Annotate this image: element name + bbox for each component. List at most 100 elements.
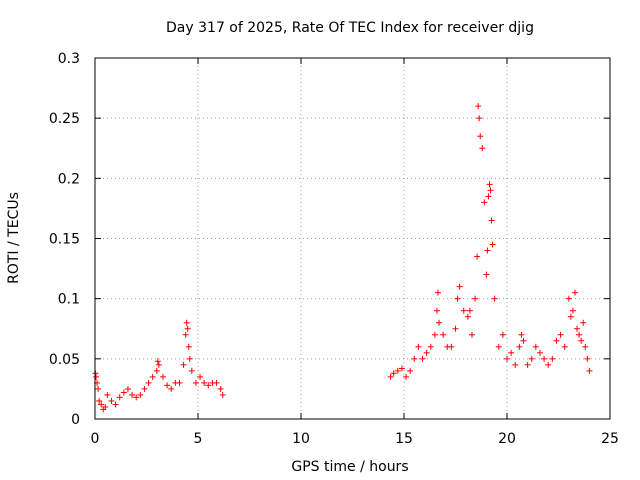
data-point: [149, 373, 156, 380]
data-point: [472, 295, 479, 302]
data-point: [217, 385, 224, 392]
data-point: [219, 391, 226, 398]
data-point: [508, 349, 515, 356]
data-point: [483, 271, 490, 278]
data-point: [180, 361, 187, 368]
x-axis-label: GPS time / hours: [291, 459, 408, 475]
data-point: [553, 337, 560, 344]
data-point: [484, 247, 491, 254]
data-point: [499, 331, 506, 338]
data-point: [192, 379, 199, 386]
data-point: [419, 355, 426, 362]
data-point: [448, 343, 455, 350]
data-point: [197, 373, 204, 380]
y-tick-label: 0.1: [58, 292, 80, 308]
data-point: [491, 295, 498, 302]
data-point: [477, 133, 484, 140]
data-point: [93, 373, 100, 380]
data-point: [520, 337, 527, 344]
data-point: [434, 289, 441, 296]
data-point: [390, 370, 397, 377]
x-tick-label: 0: [91, 431, 100, 447]
data-point: [433, 307, 440, 314]
data-point: [504, 355, 510, 362]
data-point: [141, 385, 148, 392]
data-point: [159, 373, 166, 380]
data-point: [155, 361, 162, 368]
x-tick-label: 5: [194, 431, 203, 447]
data-point: [580, 319, 587, 326]
data-point: [164, 382, 171, 389]
data-point: [176, 379, 183, 386]
data-point: [427, 343, 434, 350]
data-point: [183, 319, 190, 326]
data-point: [394, 367, 401, 374]
data-point: [456, 283, 463, 290]
data-point: [541, 355, 548, 362]
data-point: [557, 331, 564, 338]
y-tick-label: 0.15: [49, 232, 80, 248]
data-point: [512, 361, 519, 368]
chart-title: Day 317 of 2025, Rate Of TEC Index for r…: [166, 20, 534, 36]
data-point: [201, 379, 208, 386]
x-tick-label: 10: [292, 431, 310, 447]
data-point: [403, 373, 410, 380]
data-point: [495, 343, 502, 350]
data-point: [184, 325, 191, 332]
data-point: [586, 367, 593, 374]
y-tick-label: 0.2: [58, 171, 80, 187]
data-point: [532, 343, 539, 350]
data-point: [574, 325, 581, 332]
data-point: [528, 355, 535, 362]
x-tick-label: 25: [601, 431, 619, 447]
data-point: [565, 295, 572, 302]
data-point: [153, 367, 160, 374]
data-point: [576, 331, 583, 338]
data-point: [96, 397, 103, 404]
data-point: [569, 307, 576, 314]
data-point: [431, 331, 438, 338]
data-point: [561, 343, 568, 350]
data-point: [460, 307, 467, 314]
data-point: [487, 187, 494, 194]
data-point: [582, 343, 589, 350]
data-point: [549, 355, 556, 362]
data-point: [398, 365, 405, 372]
data-point: [452, 325, 459, 332]
grid-lines: [95, 58, 610, 419]
data-point: [154, 358, 161, 365]
x-tick-label: 15: [395, 431, 413, 447]
data-point: [479, 145, 486, 152]
plot-frame: [94, 57, 611, 420]
data-point: [124, 385, 131, 392]
data-point: [516, 343, 523, 350]
data-point: [133, 394, 140, 401]
data-point: [481, 199, 488, 206]
data-point: [116, 394, 123, 401]
data-point: [474, 253, 481, 260]
data-point: [213, 379, 220, 386]
data-point: [486, 181, 493, 188]
data-point: [436, 319, 443, 326]
data-point: [108, 397, 115, 404]
data-point: [440, 331, 447, 338]
data-point: [182, 331, 189, 338]
data-point: [188, 367, 195, 374]
y-axis-label: ROTI / TECUs: [6, 192, 22, 284]
x-tick-label: 20: [498, 431, 516, 447]
data-point: [120, 389, 127, 396]
data-point: [168, 385, 175, 392]
data-point: [545, 361, 552, 368]
data-point: [205, 382, 212, 389]
data-point: [104, 391, 111, 398]
data-point: [145, 379, 152, 386]
y-tick-label: 0: [71, 412, 80, 428]
data-point: [112, 401, 119, 408]
data-point: [536, 349, 543, 356]
data-point: [524, 361, 531, 368]
data-point: [137, 391, 144, 398]
data-point: [468, 331, 475, 338]
data-point: [466, 307, 473, 314]
y-tick-label: 0.3: [58, 51, 80, 67]
